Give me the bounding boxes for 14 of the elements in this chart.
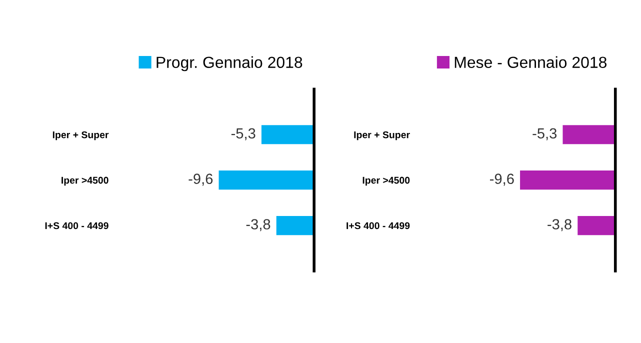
data-label: -3,8 (246, 219, 270, 232)
y-tick-label: I+S 400 - 4499 (346, 222, 410, 230)
data-label: -3,8 (548, 219, 572, 232)
data-label: -9,6 (490, 174, 514, 186)
data-label: -9,6 (188, 174, 213, 186)
data-label: -5,3 (532, 128, 557, 140)
y-tick-label: Iper >4500 (62, 176, 108, 186)
data-label: -5,3 (231, 128, 256, 140)
y-tick-label: Iper >4500 (362, 176, 410, 186)
y-tick-label: Iper + Super (52, 131, 109, 140)
y-tick-label: I+S 400 - 4499 (45, 222, 108, 230)
y-tick-label: Iper + Super (354, 131, 410, 140)
legend-label: Mese - Gennaio 2018 (454, 56, 607, 68)
legend-label: Progr. Gennaio 2018 (156, 56, 302, 72)
